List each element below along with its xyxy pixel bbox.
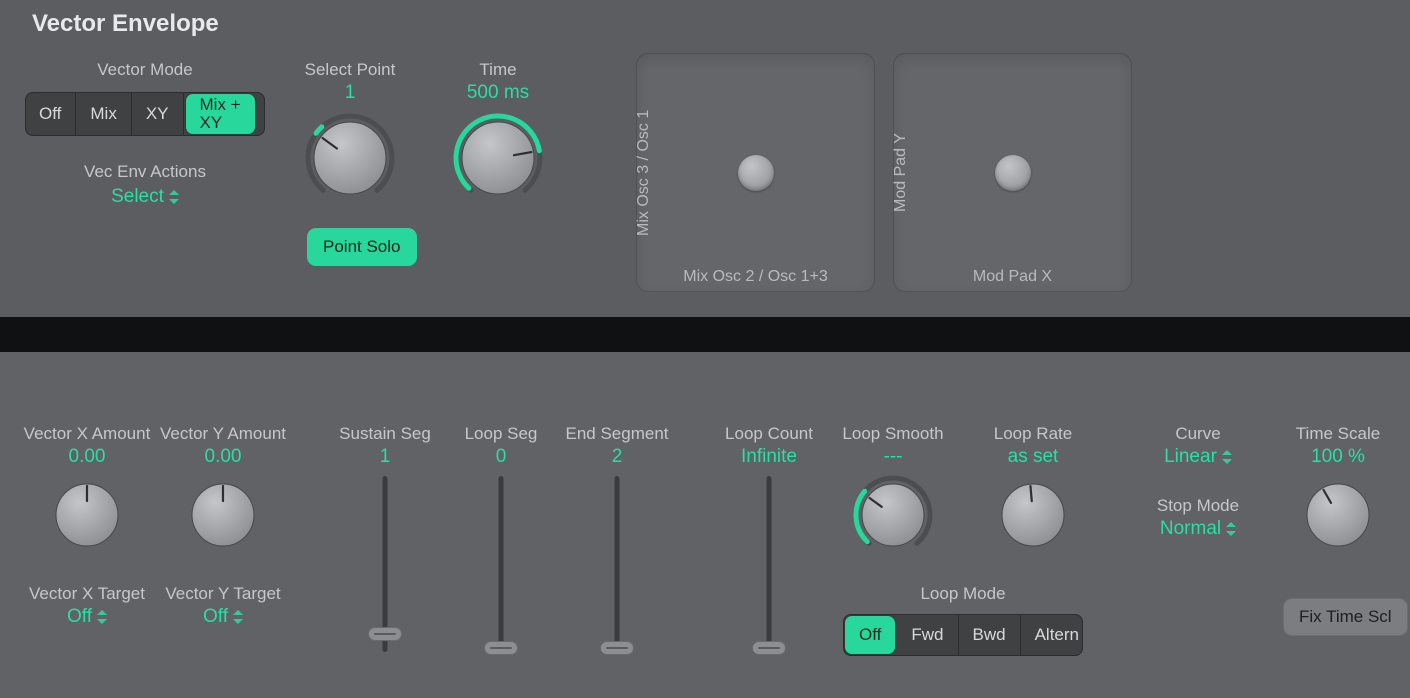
vector-y-target-label: Vector Y Target [165, 584, 280, 604]
chevron-updown-icon [1222, 451, 1232, 463]
time-knob[interactable] [452, 112, 544, 204]
loop-seg-slider[interactable] [488, 476, 514, 652]
loop-mode-option[interactable]: Off [845, 616, 895, 654]
time-scale-knob[interactable] [1297, 474, 1379, 556]
chevron-updown-icon [233, 611, 243, 623]
vector-mode-option[interactable]: Mix + XY [186, 94, 255, 134]
vector-y-target-value: Off [203, 606, 228, 628]
vector-envelope-panel-top: Vector Envelope Vector Mode OffMixXYMix … [0, 0, 1410, 317]
loop-rate-knob[interactable] [992, 474, 1074, 556]
fix-time-scl-label: Fix Time Scl [1299, 607, 1392, 627]
loop-mode-option[interactable]: Altern [1021, 614, 1083, 656]
vector-x-target-value: Off [67, 606, 92, 628]
stop-mode-select[interactable]: Normal [1160, 518, 1236, 540]
vector-x-amount-label: Vector X Amount [24, 424, 151, 444]
loop-mode-option[interactable]: Fwd [897, 614, 958, 656]
time-value: 500 ms [467, 82, 529, 104]
select-point-value: 1 [345, 82, 356, 104]
vector-mode-option[interactable]: Off [25, 92, 76, 136]
loop-seg-value: 0 [496, 446, 507, 468]
panel-title: Vector Envelope [32, 10, 219, 38]
loop-smooth-knob[interactable] [852, 474, 934, 556]
mod-pad-y-label: Mod Pad Y [891, 53, 911, 292]
loop-smooth-label: Loop Smooth [842, 424, 943, 444]
sustain-seg-thumb[interactable] [368, 627, 402, 641]
loop-rate-label: Loop Rate [994, 424, 1072, 444]
vector-y-amount-value: 0.00 [205, 446, 242, 468]
vec-env-actions-value: Select [111, 186, 164, 208]
sustain-seg-value: 1 [380, 446, 391, 468]
stop-mode-label: Stop Mode [1157, 496, 1239, 516]
vec-env-actions-label: Vec Env Actions [84, 162, 206, 182]
vector-y-amount-knob[interactable] [182, 474, 264, 556]
loop-mode-label: Loop Mode [920, 584, 1005, 604]
end-segment-label: End Segment [565, 424, 668, 444]
chevron-updown-icon [169, 191, 179, 203]
loop-seg-label: Loop Seg [465, 424, 538, 444]
end-segment-slider[interactable] [604, 476, 630, 652]
select-point-knob[interactable] [304, 112, 396, 204]
curve-select[interactable]: Linear [1164, 446, 1232, 468]
vector-mode-option[interactable]: Mix [76, 92, 131, 136]
curve-value: Linear [1164, 446, 1217, 468]
mod-pad-dot[interactable] [995, 155, 1031, 191]
vec-env-actions-select[interactable]: Select [111, 186, 179, 208]
time-scale-label: Time Scale [1296, 424, 1380, 444]
loop-count-value: Infinite [741, 446, 797, 468]
time-scale-value: 100 % [1311, 446, 1365, 468]
loop-rate-value: as set [1008, 446, 1059, 468]
fix-time-scl-button[interactable]: Fix Time Scl [1283, 598, 1408, 636]
loop-seg-thumb[interactable] [484, 641, 518, 655]
vector-mode-segmented[interactable]: OffMixXYMix + XY [25, 92, 265, 136]
loop-count-slider[interactable] [756, 476, 782, 652]
vector-x-target-label: Vector X Target [29, 584, 145, 604]
sustain-seg-label: Sustain Seg [339, 424, 431, 444]
time-label: Time [479, 60, 516, 80]
point-solo-label: Point Solo [323, 237, 401, 257]
mix-pad-x-label: Mix Osc 2 / Osc 1+3 [636, 268, 875, 286]
vector-x-target-select[interactable]: Off [67, 606, 107, 628]
curve-label: Curve [1175, 424, 1220, 444]
loop-count-thumb[interactable] [752, 641, 786, 655]
loop-smooth-value: --- [884, 446, 903, 468]
select-point-label: Select Point [305, 60, 396, 80]
stop-mode-value: Normal [1160, 518, 1221, 540]
mod-xy-pad[interactable]: Mod Pad Y Mod Pad X [893, 53, 1132, 292]
mix-pad-dot[interactable] [738, 155, 774, 191]
mod-pad-x-label: Mod Pad X [893, 268, 1132, 286]
vector-y-amount-label: Vector Y Amount [160, 424, 286, 444]
loop-mode-segmented[interactable]: OffFwdBwdAltern [843, 614, 1083, 656]
vector-x-amount-knob[interactable] [46, 474, 128, 556]
loop-count-label: Loop Count [725, 424, 813, 444]
vector-y-target-select[interactable]: Off [203, 606, 243, 628]
sustain-seg-slider[interactable] [372, 476, 398, 652]
mix-pad-y-label: Mix Osc 3 / Osc 1 [634, 53, 654, 292]
chevron-updown-icon [97, 611, 107, 623]
chevron-updown-icon [1226, 523, 1236, 535]
loop-mode-option[interactable]: Bwd [959, 614, 1021, 656]
mix-xy-pad[interactable]: Mix Osc 3 / Osc 1 Mix Osc 2 / Osc 1+3 [636, 53, 875, 292]
vector-mode-label: Vector Mode [97, 60, 192, 80]
vector-envelope-panel-bottom: Vector X Amount 0.00 Vector Y Amount 0.0… [0, 352, 1410, 698]
point-solo-button[interactable]: Point Solo [307, 228, 417, 266]
end-segment-thumb[interactable] [600, 641, 634, 655]
end-segment-value: 2 [612, 446, 623, 468]
vector-mode-option[interactable]: XY [132, 92, 184, 136]
vector-x-amount-value: 0.00 [69, 446, 106, 468]
